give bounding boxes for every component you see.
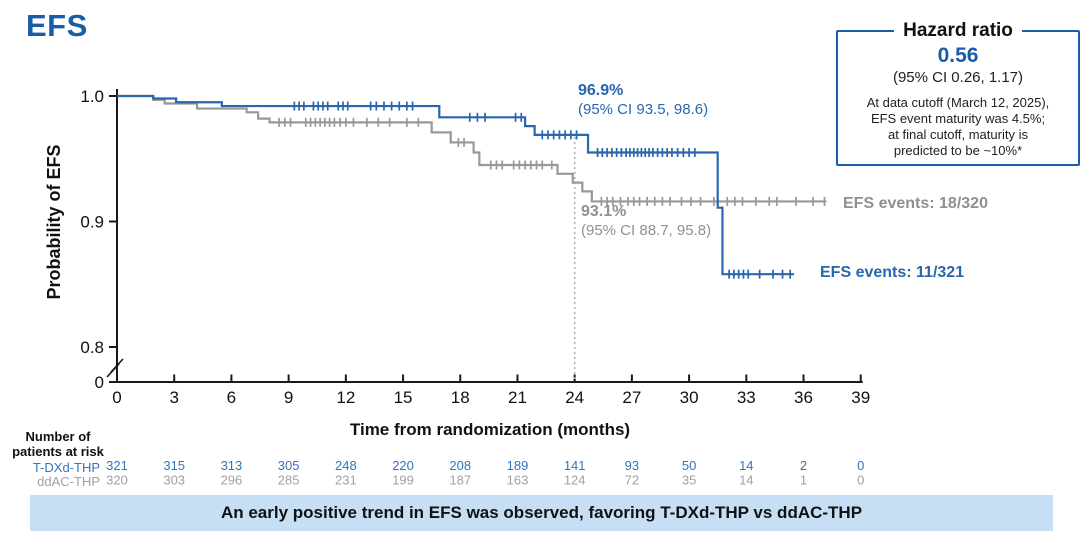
x-tick-label: 0 <box>112 388 121 407</box>
y-tick-label: 0 <box>95 373 104 392</box>
hazard-ratio-ci: (95% CI 0.26, 1.17) <box>892 69 1024 86</box>
risk-row-label-ddac: ddAC-THP <box>37 474 100 489</box>
number-at-risk-heading: Number of patients at risk <box>12 429 104 459</box>
tdxd-landmark-estimate: 96.9% <box>578 82 624 99</box>
x-tick-label: 21 <box>508 388 527 407</box>
risk-count: 14 <box>739 458 753 473</box>
risk-count: 296 <box>221 473 243 488</box>
x-tick-label: 33 <box>737 388 756 407</box>
hazard-ratio-box: Hazard ratio 0.56 (95% CI 0.26, 1.17) At… <box>836 20 1080 166</box>
x-tick-label: 24 <box>565 388 584 407</box>
x-tick-label: 36 <box>794 388 813 407</box>
conclusion-banner: An early positive trend in EFS was obser… <box>30 495 1053 531</box>
risk-count: 189 <box>507 458 529 473</box>
x-tick-label: 15 <box>394 388 413 407</box>
risk-count: 305 <box>278 458 300 473</box>
ddac-events-label: EFS events: 18/320 <box>843 195 988 212</box>
ddac-landmark-ci: (95% CI 88.7, 95.8) <box>581 222 712 239</box>
risk-count: 93 <box>625 458 639 473</box>
risk-count: 303 <box>163 473 185 488</box>
axis-break-mark <box>106 363 120 378</box>
risk-count: 187 <box>449 473 471 488</box>
x-tick-label: 6 <box>227 388 236 407</box>
km-curve-T-DXd-THP <box>117 94 794 276</box>
tdxd-landmark-ci: (95% CI 93.5, 98.6) <box>578 101 709 118</box>
ddac-landmark-estimate: 93.1% <box>581 203 627 220</box>
risk-count: 124 <box>564 473 586 488</box>
risk-count: 14 <box>739 473 753 488</box>
tdxd-events-label: EFS events: 11/321 <box>820 264 965 281</box>
risk-count: 320 <box>106 473 128 488</box>
y-tick-label: 1.0 <box>80 87 104 106</box>
risk-count: 220 <box>392 458 414 473</box>
y-tick-label: 0.9 <box>80 213 104 232</box>
x-tick-label: 39 <box>851 388 870 407</box>
risk-count: 321 <box>106 458 128 473</box>
hazard-ratio-value: 0.56 <box>937 44 979 67</box>
risk-count: 35 <box>682 473 696 488</box>
risk-count: 313 <box>221 458 243 473</box>
x-tick-label: 18 <box>451 388 470 407</box>
risk-count: 141 <box>564 458 586 473</box>
hazard-ratio-note: At data cutoff (March 12, 2025), EFS eve… <box>866 95 1050 158</box>
risk-count: 231 <box>335 473 357 488</box>
y-tick-label: 0.8 <box>80 338 104 357</box>
risk-count: 285 <box>278 473 300 488</box>
risk-count: 163 <box>507 473 529 488</box>
risk-count: 1 <box>800 473 807 488</box>
risk-count: 72 <box>625 473 639 488</box>
risk-count: 199 <box>392 473 414 488</box>
risk-count: 0 <box>857 458 864 473</box>
risk-count: 0 <box>857 473 864 488</box>
x-tick-label: 30 <box>680 388 699 407</box>
risk-row-label-tdxd: T-DXd-THP <box>32 460 100 475</box>
tdxd-landmark-annotation: 96.9% (95% CI 93.5, 98.6) <box>578 81 708 119</box>
risk-count: 248 <box>335 458 357 473</box>
risk-count: 315 <box>163 458 185 473</box>
x-tick-label: 12 <box>336 388 355 407</box>
hazard-ratio-title: Hazard ratio <box>903 20 1013 41</box>
risk-count: 2 <box>800 458 807 473</box>
x-tick-label: 9 <box>284 388 293 407</box>
ddac-landmark-annotation: 93.1% (95% CI 88.7, 95.8) <box>581 202 711 240</box>
y-axis-label: Probability of EFS <box>44 144 64 300</box>
conclusion-banner-text: An early positive trend in EFS was obser… <box>220 503 863 522</box>
risk-count: 208 <box>449 458 471 473</box>
x-axis-label: Time from randomization (months) <box>349 420 631 439</box>
page-title: EFS <box>26 8 88 43</box>
x-tick-label: 27 <box>622 388 641 407</box>
km-curve-ddAC-THP <box>117 94 827 203</box>
risk-count: 50 <box>682 458 696 473</box>
x-tick-label: 3 <box>169 388 178 407</box>
